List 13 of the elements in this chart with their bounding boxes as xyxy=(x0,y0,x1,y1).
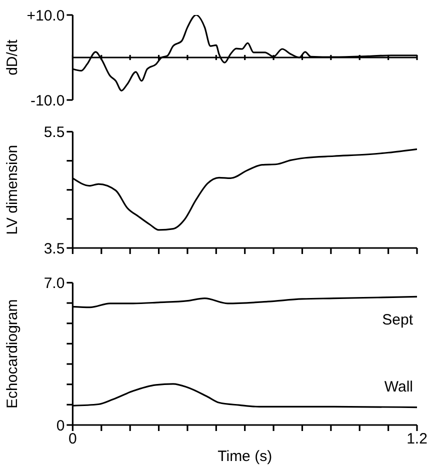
y-axis-title: dD/dt xyxy=(4,38,21,76)
series-label: Wall xyxy=(384,378,413,396)
x-axis-title: Time (s) xyxy=(218,448,272,465)
x-tick-label: 1.2 xyxy=(406,430,428,448)
y-tick-label: 5.5 xyxy=(44,124,65,142)
y-axis-title: Echocardiogram xyxy=(4,299,21,408)
y-tick-label: 7.0 xyxy=(44,275,65,292)
y-tick-label: +10.0 xyxy=(26,7,65,24)
y-tick-label: -10.0 xyxy=(30,92,65,110)
y-tick-label: 3.5 xyxy=(44,240,65,258)
series-label: Sept xyxy=(382,312,414,329)
y-axis-title: LV dimension xyxy=(4,144,21,235)
y-tick-label: 0 xyxy=(56,417,65,434)
